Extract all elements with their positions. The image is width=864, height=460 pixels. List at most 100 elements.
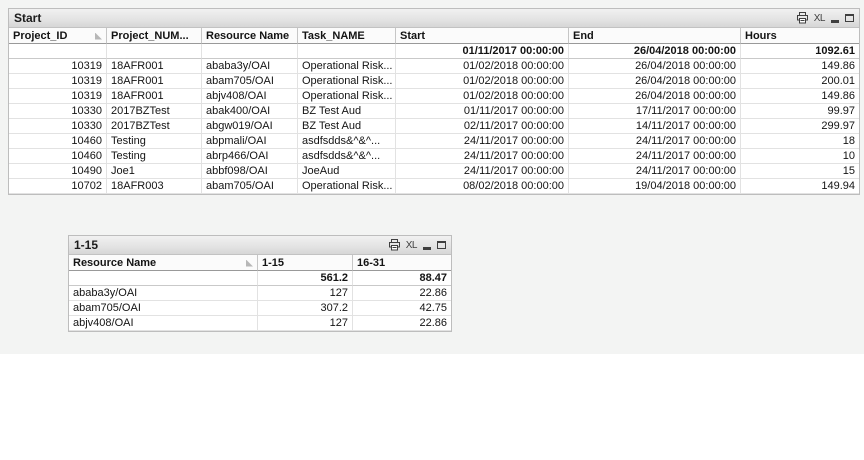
cell-project-num[interactable]: Testing [107,134,202,149]
excel-export-icon[interactable]: XL [814,12,826,24]
maximize-icon[interactable] [845,12,854,24]
cell-16-31[interactable]: 22.86 [353,286,451,301]
cell-project-id[interactable]: 10330 [9,119,107,134]
cell-project-id[interactable]: 10319 [9,59,107,74]
cell-hours[interactable]: 299.97 [741,119,859,134]
cell-resource-name[interactable]: abrp466/OAI [202,149,298,164]
cell-end[interactable]: 24/11/2017 00:00:00 [569,164,741,179]
cell-project-num[interactable]: 18AFR001 [107,74,202,89]
cell-project-id[interactable]: 10319 [9,89,107,104]
minimize-glyph [831,20,839,23]
cell-hours[interactable]: 15 [741,164,859,179]
cell-project-id[interactable]: 10330 [9,104,107,119]
column-header-resource-name[interactable]: Resource Name [69,255,258,271]
maximize-icon[interactable] [437,239,446,251]
cell-project-id[interactable]: 10319 [9,74,107,89]
column-header-end[interactable]: End [569,28,741,44]
resource-table-header-row: Resource Name 1-15 16-31 [69,255,451,271]
column-header-label: 16-31 [357,257,386,269]
cell-start[interactable]: 01/02/2018 00:00:00 [396,89,569,104]
cell-resource-name[interactable]: ababa3y/OAI [69,286,258,301]
minimize-icon[interactable] [423,239,431,251]
cell-hours[interactable]: 99.97 [741,104,859,119]
cell-resource-name[interactable]: abjv408/OAI [202,89,298,104]
column-header-start[interactable]: Start [396,28,569,44]
cell-hours[interactable]: 10 [741,149,859,164]
cell-resource-name[interactable]: abam705/OAI [69,301,258,316]
cell-project-num[interactable]: 18AFR001 [107,89,202,104]
cell-task-name[interactable]: Operational Risk... [298,74,396,89]
cell-resource-name[interactable]: abbf098/OAI [202,164,298,179]
minimize-icon[interactable] [831,12,839,24]
cell-project-num[interactable]: 2017BZTest [107,104,202,119]
maximize-glyph [437,241,446,249]
cell-resource-name[interactable]: ababa3y/OAI [202,59,298,74]
cell-task-name[interactable]: BZ Test Aud [298,104,396,119]
cell-hours[interactable]: 18 [741,134,859,149]
cell-end[interactable]: 19/04/2018 00:00:00 [569,179,741,194]
column-header-16-31[interactable]: 16-31 [353,255,451,271]
cell-hours[interactable]: 149.86 [741,59,859,74]
cell-end[interactable]: 26/04/2018 00:00:00 [569,74,741,89]
print-icon[interactable] [388,239,400,251]
cell-resource-name[interactable]: abam705/OAI [202,74,298,89]
cell-start[interactable]: 24/11/2017 00:00:00 [396,134,569,149]
cell-task-name[interactable]: JoeAud [298,164,396,179]
cell-16-31[interactable]: 42.75 [353,301,451,316]
cell-task-name[interactable]: BZ Test Aud [298,119,396,134]
cell-end[interactable]: 26/04/2018 00:00:00 [569,59,741,74]
cell-resource-name[interactable]: abak400/OAI [202,104,298,119]
cell-project-id[interactable]: 10460 [9,149,107,164]
cell-resource-name[interactable]: abgw019/OAI [202,119,298,134]
cell-start[interactable]: 01/11/2017 00:00:00 [396,104,569,119]
cell-task-name[interactable]: Operational Risk... [298,59,396,74]
cell-end[interactable]: 14/11/2017 00:00:00 [569,119,741,134]
cell-end[interactable]: 17/11/2017 00:00:00 [569,104,741,119]
cell-resource-name[interactable]: abjv408/OAI [69,316,258,331]
cell-end[interactable]: 24/11/2017 00:00:00 [569,134,741,149]
excel-export-icon[interactable]: XL [406,239,418,251]
cell-project-num[interactable]: 18AFR001 [107,59,202,74]
column-header-hours[interactable]: Hours [741,28,859,44]
column-header-1-15[interactable]: 1-15 [258,255,353,271]
cell-1-15[interactable]: 127 [258,286,353,301]
cell-hours[interactable]: 149.94 [741,179,859,194]
cell-resource-name[interactable]: abpmali/OAI [202,134,298,149]
column-header-resource-name[interactable]: Resource Name [202,28,298,44]
cell-start[interactable]: 02/11/2017 00:00:00 [396,119,569,134]
cell-project-id[interactable]: 10490 [9,164,107,179]
cell-resource-name[interactable]: abam705/OAI [202,179,298,194]
cell-project-num[interactable]: 18AFR003 [107,179,202,194]
cell-end[interactable]: 24/11/2017 00:00:00 [569,149,741,164]
cell-project-num[interactable]: Joe1 [107,164,202,179]
cell-project-num[interactable]: 2017BZTest [107,119,202,134]
print-icon[interactable] [796,12,808,24]
cell-project-id[interactable]: 10702 [9,179,107,194]
cell-1-15[interactable]: 127 [258,316,353,331]
cell-task-name[interactable]: asdfsdds&^&^... [298,149,396,164]
cell-project-id[interactable]: 10460 [9,134,107,149]
cell-1-15[interactable]: 307.2 [258,301,353,316]
cell-task-name[interactable]: Operational Risk... [298,89,396,104]
resource-table-caption-bar[interactable]: 1-15 XL [69,236,451,255]
column-header-task-name[interactable]: Task_NAME [298,28,396,44]
cell-start[interactable]: 24/11/2017 00:00:00 [396,164,569,179]
start-table-caption-bar[interactable]: Start XL [9,9,859,28]
cell-hours[interactable]: 149.86 [741,89,859,104]
cell-project-num[interactable]: Testing [107,149,202,164]
cell-16-31[interactable]: 22.86 [353,316,451,331]
totals-cell-16-31: 88.47 [353,271,451,286]
cell-task-name[interactable]: Operational Risk... [298,179,396,194]
cell-start[interactable]: 01/02/2018 00:00:00 [396,59,569,74]
column-header-project-num[interactable]: Project_NUM... [107,28,202,44]
cell-start[interactable]: 24/11/2017 00:00:00 [396,149,569,164]
caption-icons: XL [388,239,446,251]
table-row: 10460 Testing abrp466/OAI asdfsdds&^&^... 24… [9,149,859,164]
maximize-glyph [845,14,854,22]
column-header-project-id[interactable]: Project_ID [9,28,107,44]
cell-hours[interactable]: 200.01 [741,74,859,89]
cell-task-name[interactable]: asdfsdds&^&^... [298,134,396,149]
cell-end[interactable]: 26/04/2018 00:00:00 [569,89,741,104]
cell-start[interactable]: 01/02/2018 00:00:00 [396,74,569,89]
cell-start[interactable]: 08/02/2018 00:00:00 [396,179,569,194]
